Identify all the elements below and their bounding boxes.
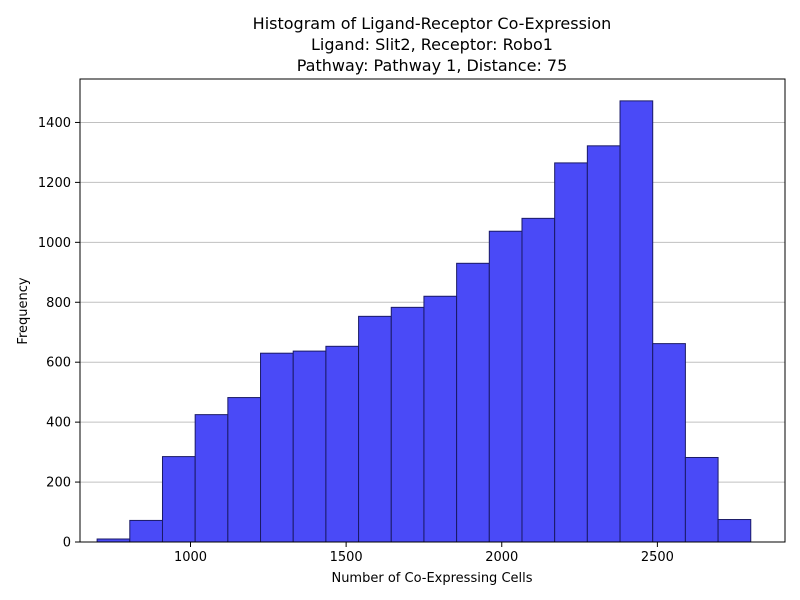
histogram-bar bbox=[390, 306, 425, 543]
y-tick-label: 1400 bbox=[38, 116, 71, 131]
x-tick-label: 2000 bbox=[485, 550, 518, 565]
x-axis-label: Number of Co-Expressing Cells bbox=[331, 571, 532, 586]
histogram-bar bbox=[717, 519, 752, 543]
chart-title: Histogram of Ligand-Receptor Co-Expressi… bbox=[253, 14, 612, 75]
histogram-bar bbox=[260, 352, 294, 543]
chart-title-line-3: Pathway: Pathway 1, Distance: 75 bbox=[297, 56, 568, 75]
y-tick-label: 1200 bbox=[38, 176, 71, 191]
histogram-bar bbox=[488, 230, 523, 543]
histogram-bar bbox=[684, 456, 719, 543]
chart-title-line-2: Ligand: Slit2, Receptor: Robo1 bbox=[311, 35, 553, 54]
histogram-bar bbox=[129, 519, 163, 543]
y-axis-label: Frequency bbox=[16, 277, 31, 344]
x-axis-ticks: 1000 1500 2000 2500 bbox=[174, 542, 674, 565]
y-tick-label: 200 bbox=[46, 476, 71, 491]
histogram-bar bbox=[292, 350, 327, 543]
histogram-bar bbox=[194, 414, 229, 543]
histogram-bar bbox=[619, 100, 654, 543]
y-tick-label: 800 bbox=[46, 296, 71, 311]
y-tick-label: 400 bbox=[46, 416, 71, 431]
x-tick-label: 1000 bbox=[174, 550, 207, 565]
histogram-bar bbox=[652, 343, 686, 543]
histogram-bar bbox=[227, 397, 262, 543]
y-tick-label: 1000 bbox=[38, 236, 71, 251]
y-tick-label: 600 bbox=[46, 356, 71, 371]
x-tick-label: 1500 bbox=[330, 550, 363, 565]
chart-title-line-1: Histogram of Ligand-Receptor Co-Expressi… bbox=[253, 14, 612, 33]
x-tick-label: 2500 bbox=[641, 550, 674, 565]
histogram-bar bbox=[423, 295, 458, 543]
histogram-bar bbox=[586, 145, 621, 543]
histogram-bar bbox=[161, 456, 196, 543]
y-axis-ticks: 0 200 400 600 800 1000 1200 1400 bbox=[38, 116, 80, 551]
histogram-bar bbox=[554, 162, 588, 543]
histogram-bar bbox=[325, 345, 360, 543]
histogram-bars bbox=[96, 100, 752, 543]
plot-frame bbox=[79, 78, 786, 543]
histogram-bar bbox=[456, 262, 490, 543]
y-tick-label: 0 bbox=[63, 536, 71, 551]
histogram-bar bbox=[358, 315, 392, 543]
histogram-bar bbox=[521, 217, 556, 543]
